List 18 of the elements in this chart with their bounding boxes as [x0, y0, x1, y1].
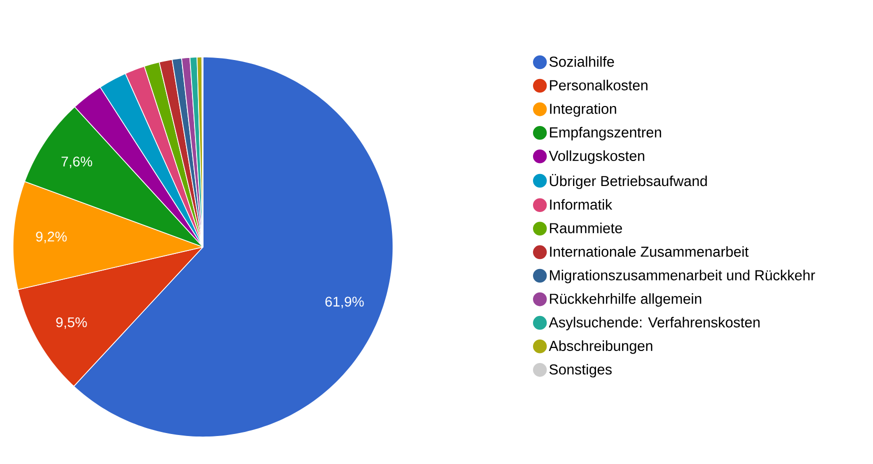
legend-label: Vollzugskosten [548, 150, 644, 164]
legend-label: Rückkehrhilfe allgemein [550, 293, 702, 307]
legend-label: Internationale Zusammenarbeit [550, 246, 749, 257]
legend-label: Personalkosten [550, 80, 648, 90]
legend-label: Abschreibungen [548, 340, 652, 354]
legend-label: Integration [550, 103, 616, 117]
legend-label: Asylsuchende: Verfahrenskosten [548, 316, 760, 330]
data-label: 61,9% [325, 296, 364, 308]
legend-label: Migrationszusammenarbeit und Rückkehr [550, 270, 816, 284]
legend-label: Informatik [550, 199, 612, 210]
legend-label: Übriger Betriebsaufwand [550, 174, 707, 190]
data-label: 7,6% [62, 156, 92, 168]
legend-label: Sozialhilfe [549, 56, 614, 67]
data-label: 9,5% [56, 317, 87, 329]
legend-label: Empfangszentren [550, 126, 662, 140]
data-label: 9,2% [36, 232, 67, 244]
legend-label: Sonstiges [549, 364, 612, 378]
legend-label: Raummiete [550, 222, 622, 234]
